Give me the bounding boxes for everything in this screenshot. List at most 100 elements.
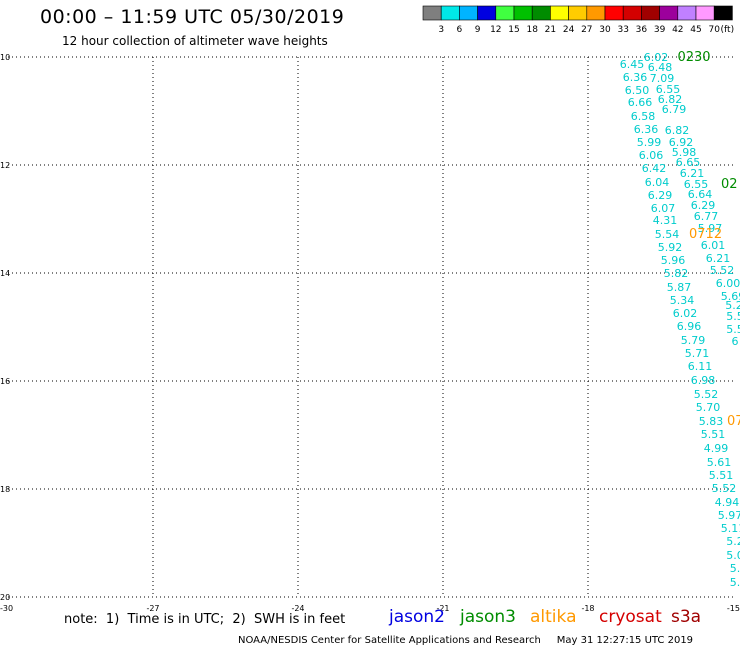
wave-height-value: 6.29 [648,189,673,202]
map-subtitle: 12 hour collection of altimeter wave hei… [62,34,328,48]
color-scale-label: 24 [563,25,575,35]
wave-height-value: 6.55 [684,178,709,191]
longitude-tick-label: -21 [436,604,449,613]
color-scale-label: 9 [475,25,481,35]
longitude-tick-label: -24 [291,604,304,613]
color-scale-label: 15 [508,25,519,35]
color-scale-legend: 3 6 9 12 15 18 21 24 27 30 33 36 39 42 45 70 (ft) [422,5,735,35]
pass-time-label: 07 [727,414,740,429]
wave-height-value: 5.97 [718,509,740,522]
wave-height-value: 6.45 [620,58,645,71]
wave-height-value: 5.98 [672,146,697,159]
wave-height-value: 5.99 [637,136,662,149]
wave-height-value: 5.2 [725,299,740,312]
wave-height-value: 6.96 [677,320,702,333]
wave-height-value: 5.0 [726,549,740,562]
color-scale-label: 36 [636,25,648,35]
pass-time-label: 02 [721,177,738,192]
color-scale-unit: (ft) [721,25,735,35]
color-scale-label: 18 [526,25,538,35]
wave-height-value: 6.92 [669,136,694,149]
wave-height-value: 5.92 [658,241,683,254]
wave-height-value: 6.98 [691,374,716,387]
wave-height-value: 5.52 [712,482,737,495]
satellite-label-s3a: s3a [671,607,702,627]
latitude-tick-label: 18 [0,485,10,494]
wave-height-value: 6.48 [648,61,673,74]
map-title: 00:00 – 11:59 UTC 05/30/2019 [40,6,345,28]
pass-time-label: 0230 [677,50,710,65]
wave-height-value: 6.36 [623,71,648,84]
wave-height-value: 6.21 [680,167,705,180]
wave-height-value: 5.5 [726,310,740,323]
wave-height-value: 6.82 [658,93,683,106]
color-swatch [713,5,733,21]
longitude-tick-label: -15 [727,604,740,613]
satellite-label-cryosat: cryosat [599,607,662,627]
wave-height-value: 6.55 [656,83,681,96]
wave-height-value: 5.52 [710,264,735,277]
wave-height-value: 6.77 [694,210,719,223]
wave-height-value: 4.31 [653,214,678,227]
wave-height-value: 5.5 [726,323,740,336]
wave-height-value: 6.82 [665,124,690,137]
wave-height-value: 5.69 [721,290,740,303]
latitude-tick-label: 16 [0,377,10,386]
wave-height-value: 6.42 [642,162,667,175]
wave-height-value: 5.83 [699,415,724,428]
wave-height-value: 6.02 [644,51,669,64]
wave-height-value: 5.52 [694,388,719,401]
color-scale-label: 33 [617,25,628,35]
color-scale-label: 30 [599,25,611,35]
wave-height-value: 6.06 [639,149,664,162]
wave-height-value: 6 [732,335,739,348]
latitude-tick-label: 10 [0,53,10,62]
wave-height-value: 6.50 [625,84,650,97]
satellite-label-altika: altika [530,607,577,627]
color-scale-label: 42 [672,25,683,35]
color-scale-label: 6 [457,25,463,35]
wave-height-value: 4.99 [704,442,729,455]
color-scale-label: 21 [545,25,556,35]
wave-height-value: 5.71 [685,347,710,360]
wave-height-value: 5.2 [726,535,740,548]
wave-height-value: 5. [730,576,740,589]
wave-height-value: 6.04 [645,176,670,189]
units-note: note: 1) Time is in UTC; 2) SWH is in fe… [64,612,346,627]
wave-height-value: 6.11 [688,360,713,373]
wave-height-value: 6.29 [691,199,716,212]
wave-height-value: 6.79 [662,103,687,116]
wave-height-value: 5.34 [670,294,695,307]
latitude-tick-label: 20 [0,593,10,602]
color-scale-label: 27 [581,25,592,35]
wave-height-value: 5.97 [698,222,723,235]
wave-height-value: 5.61 [707,456,732,469]
longitude-tick-label: -18 [581,604,594,613]
wave-height-value: 6.01 [701,239,726,252]
wave-height-value: 6.00 [716,277,740,290]
wave-height-value: 6.66 [628,96,653,109]
wave-height-value: 5.51 [709,469,734,482]
color-scale-label: 39 [654,25,666,35]
wave-height-value: 5. [730,562,740,575]
latitude-tick-label: 12 [0,161,10,170]
latitude-tick-label: 14 [0,269,10,278]
wave-height-value: 5.51 [701,428,726,441]
wave-height-value: 5.96 [661,254,686,267]
wave-height-value: 6.21 [706,252,731,265]
wave-height-value: 6.02 [673,307,698,320]
wave-height-value: 5.11 [721,522,740,535]
satellite-label-jason2: jason2 [389,607,445,627]
credit-line: NOAA/NESDIS Center for Satellite Applica… [238,635,694,646]
wave-height-value: 7.09 [650,72,675,85]
wave-height-value: 5.70 [696,401,721,414]
longitude-tick-label: -27 [146,604,159,613]
color-scale-label: 45 [690,25,701,35]
color-scale-label: 3 [438,25,444,35]
wave-height-value: 6.65 [676,156,701,169]
satellite-label-jason3: jason3 [460,607,516,627]
color-scale-label: 70 [708,25,720,35]
wave-height-value: 5.87 [667,281,692,294]
wave-height-value: 5.79 [681,334,706,347]
